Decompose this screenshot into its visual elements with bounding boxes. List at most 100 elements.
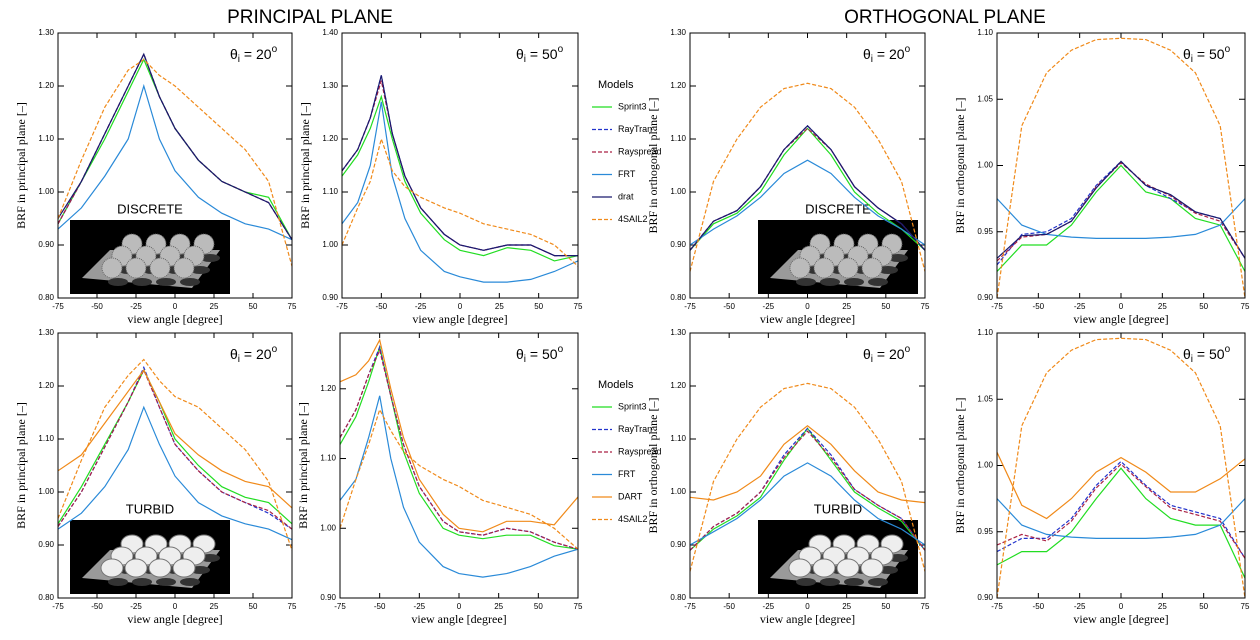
series-line (690, 159, 925, 246)
series-line (340, 344, 578, 550)
annotation: θi = 50o (1183, 44, 1231, 65)
annotation: θi = 20o (863, 44, 911, 65)
annotation-subscript: i (524, 354, 526, 365)
x-tick-label: 75 (1241, 302, 1250, 311)
y-tick-label: 1.10 (977, 28, 993, 37)
annotation: θi = 20o (863, 344, 911, 365)
annotation-symbol: θ (863, 346, 871, 362)
series-line (58, 368, 292, 525)
plot-frame (996, 332, 1246, 599)
series-line (58, 52, 292, 241)
annotation-symbol: θ (1183, 346, 1191, 362)
x-tick-label: 0 (805, 302, 810, 311)
inset-shadow (888, 254, 908, 262)
x-tick-label: 0 (457, 602, 462, 611)
x-tick-label: -25 (130, 602, 142, 611)
inset-image (70, 220, 230, 294)
inset-image (70, 520, 230, 594)
x-tick-label: 25 (495, 302, 504, 311)
plot-frame (689, 32, 926, 299)
x-tick-label: 0 (173, 302, 178, 311)
y-tick-label: 1.20 (38, 81, 54, 90)
y-tick-label: 1.00 (38, 487, 54, 496)
y-tick-label: 1.05 (977, 94, 993, 103)
series-line (690, 382, 925, 572)
x-tick-label: 25 (1158, 602, 1167, 611)
x-tick-label: -75 (991, 602, 1003, 611)
legend-title: Models (598, 79, 634, 91)
y-tick-label: 0.90 (670, 540, 686, 549)
annotation: θi = 50o (516, 44, 564, 65)
series-line (340, 344, 578, 550)
series-line (58, 365, 292, 530)
inset-crown (836, 558, 860, 578)
y-tick-label: 0.80 (670, 593, 686, 602)
inset-crown (124, 558, 148, 578)
heading: ORTHOGONAL PLANE (844, 7, 1046, 28)
inset-shadow (180, 578, 200, 586)
x-tick-label: 50 (249, 602, 258, 611)
y-tick-label: 1.30 (322, 81, 338, 90)
legend-label: 4SAIL2 (618, 514, 648, 524)
y-tick-label: 1.00 (322, 240, 338, 249)
y-tick-label: 0.80 (670, 293, 686, 302)
annotation: θi = 50o (1183, 344, 1231, 365)
y-axis-label: BRF in principal plane [–] (298, 102, 312, 229)
inset-shadow (868, 278, 888, 286)
y-tick-label: 1.10 (670, 134, 686, 143)
series-line (997, 162, 1245, 262)
x-tick-label: -25 (763, 302, 775, 311)
y-tick-label: 1.20 (320, 384, 336, 393)
annotation-symbol: θ (230, 46, 238, 62)
inset-crown (172, 558, 196, 578)
annotation: θi = 50o (516, 344, 564, 365)
series-line (342, 136, 578, 267)
y-tick-label: 0.80 (38, 293, 54, 302)
y-tick-label: 1.40 (322, 28, 338, 37)
inset-shadow (108, 578, 128, 586)
y-axis-label: BRF in principal plane [–] (296, 402, 310, 529)
inset-crown (837, 257, 859, 279)
x-tick-label: 50 (881, 302, 890, 311)
y-tick-label: 0.90 (38, 240, 54, 249)
y-axis-label: BRF in orthogonal plane [–] (953, 398, 967, 534)
x-axis-label: view angle [degree] (1073, 312, 1168, 326)
series-line (690, 127, 925, 251)
inset-crown (125, 257, 147, 279)
annotation-superscript: o (558, 44, 564, 55)
x-tick-label: 50 (249, 302, 258, 311)
series-line (342, 75, 578, 257)
y-tick-label: 1.10 (977, 328, 993, 337)
annotation-subscript: i (1191, 54, 1193, 65)
x-tick-label: -75 (991, 302, 1003, 311)
legend-title: Models (598, 379, 634, 391)
x-tick-label: 75 (574, 602, 583, 611)
x-tick-label: -25 (130, 302, 142, 311)
x-tick-label: -25 (763, 602, 775, 611)
inset-shadow (190, 266, 210, 274)
x-tick-label: 0 (173, 602, 178, 611)
inset-crown (861, 257, 883, 279)
series-line (58, 368, 292, 509)
inset-crown (788, 558, 812, 578)
x-tick-label: -75 (52, 302, 64, 311)
x-tick-label: 25 (1158, 302, 1167, 311)
inset-crown (860, 558, 884, 578)
annotation: θi = 20o (230, 344, 278, 365)
inset-shadow (156, 578, 176, 586)
inset-shadow (180, 278, 200, 286)
annotation-superscript: o (1225, 344, 1231, 355)
annotation-text: = 20 (873, 46, 905, 62)
annotation-symbol: θ (516, 46, 524, 62)
inset-label: DISCRETE (805, 201, 871, 216)
annotation-subscript: i (238, 54, 240, 65)
y-tick-label: 1.00 (977, 161, 993, 170)
x-tick-label: 50 (881, 602, 890, 611)
series-line (997, 160, 1245, 259)
annotation-superscript: o (272, 344, 278, 355)
y-tick-label: 1.10 (38, 434, 54, 443)
inset-label: TURBID (814, 501, 862, 516)
y-tick-label: 1.00 (670, 187, 686, 196)
y-tick-label: 1.00 (38, 187, 54, 196)
x-tick-label: 25 (494, 602, 503, 611)
